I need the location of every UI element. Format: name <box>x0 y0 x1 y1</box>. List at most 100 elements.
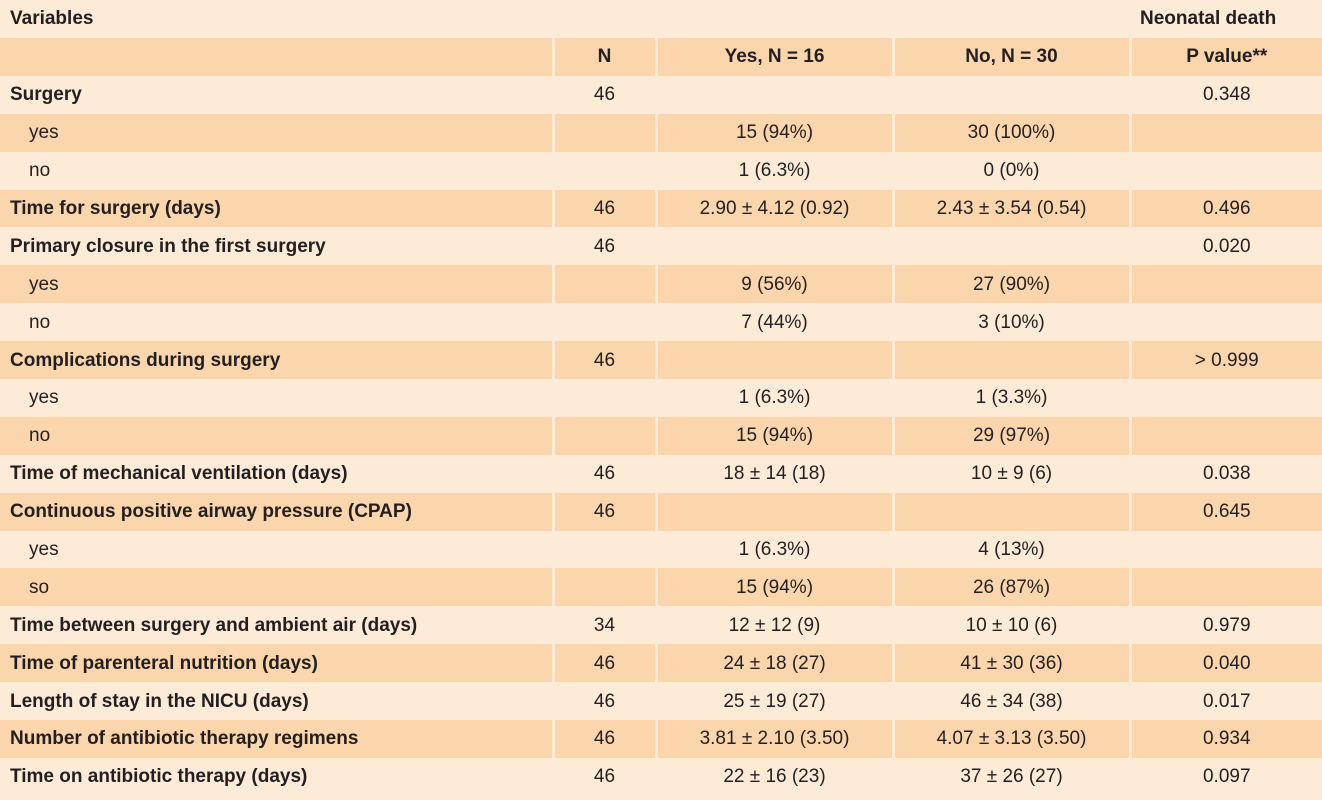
row-label: so <box>0 568 553 607</box>
row-yes: 12 ± 12 (9) <box>654 606 893 645</box>
table-row: Time of mechanical ventilation (days) 46 1… <box>0 454 1322 493</box>
row-no <box>891 227 1130 266</box>
row-n <box>551 113 656 152</box>
header-p-value: P value** <box>1128 38 1322 76</box>
row-no: 4.07 ± 3.13 (3.50) <box>891 720 1130 758</box>
table-row: no 7 (44%) 3 (10%) <box>0 303 1322 342</box>
row-n: 46 <box>551 227 656 266</box>
row-p-value <box>1128 379 1322 417</box>
row-no: 30 (100%) <box>891 113 1130 152</box>
row-n: 46 <box>551 682 656 721</box>
row-n <box>551 379 656 417</box>
row-yes: 7 (44%) <box>654 303 893 342</box>
row-n: 46 <box>551 644 656 683</box>
table-row: Time of parenteral nutrition (days) 46 24 … <box>0 644 1322 683</box>
row-n: 46 <box>551 454 656 493</box>
row-label: Time for surgery (days) <box>0 189 553 228</box>
table-row: Time between surgery and ambient air (da… <box>0 606 1322 645</box>
row-yes: 22 ± 16 (23) <box>654 757 893 796</box>
row-no: 0 (0%) <box>891 151 1130 190</box>
row-p-value: 0.020 <box>1128 227 1322 266</box>
row-no: 46 ± 34 (38) <box>891 682 1130 721</box>
row-yes <box>654 75 893 114</box>
neonatal-death-heading: Neonatal death <box>1140 8 1277 29</box>
row-yes: 1 (6.3%) <box>654 379 893 417</box>
row-n: 34 <box>551 606 656 645</box>
table-row: Number of antibiotic therapy regimens 46 3… <box>0 720 1322 758</box>
row-no: 10 ± 9 (6) <box>891 454 1130 493</box>
row-label: Primary closure in the first surgery <box>0 227 553 266</box>
row-no: 3 (10%) <box>891 303 1130 342</box>
row-yes: 15 (94%) <box>654 416 893 455</box>
table-row: Time on antibiotic therapy (days) 46 22 ± … <box>0 757 1322 796</box>
table-row: so 15 (94%) 26 (87%) <box>0 568 1322 607</box>
row-no: 2.43 ± 3.54 (0.54) <box>891 189 1130 228</box>
row-no: 27 (90%) <box>891 265 1130 304</box>
row-label: yes <box>0 265 553 304</box>
row-p-value <box>1128 303 1322 342</box>
row-n: 46 <box>551 757 656 796</box>
row-n <box>551 151 656 190</box>
row-p-value: 0.496 <box>1128 189 1322 228</box>
row-n <box>551 265 656 304</box>
row-yes: 18 ± 14 (18) <box>654 454 893 493</box>
row-yes: 2.90 ± 4.12 (0.92) <box>654 189 893 228</box>
row-n: 46 <box>551 492 656 531</box>
row-label: no <box>0 151 553 190</box>
table-row: Continuous positive airway pressure (CPA… <box>0 492 1322 531</box>
header-yes: Yes, N = 16 <box>654 38 893 76</box>
row-no: 1 (3.3%) <box>891 379 1130 417</box>
row-p-value <box>1128 113 1322 152</box>
row-label: Length of stay in the NICU (days) <box>0 682 553 721</box>
table-title-row: Variables Neonatal death <box>0 0 1322 38</box>
header-no: No, N = 30 <box>891 38 1130 76</box>
row-label: no <box>0 303 553 342</box>
row-yes: 24 ± 18 (27) <box>654 644 893 683</box>
row-label: Time on antibiotic therapy (days) <box>0 757 553 796</box>
row-n: 46 <box>551 341 656 380</box>
row-yes: 1 (6.3%) <box>654 530 893 569</box>
table-row: Time for surgery (days) 46 2.90 ± 4.12 (0.… <box>0 189 1322 228</box>
row-yes: 15 (94%) <box>654 568 893 607</box>
row-label: Time between surgery and ambient air (da… <box>0 606 553 645</box>
table-row: yes 15 (94%) 30 (100%) <box>0 113 1322 152</box>
row-n: 46 <box>551 189 656 228</box>
row-no: 37 ± 26 (27) <box>891 757 1130 796</box>
results-table: N Yes, N = 16 No, N = 30 P value** Surge… <box>0 38 1322 796</box>
row-no: 26 (87%) <box>891 568 1130 607</box>
row-no: 10 ± 10 (6) <box>891 606 1130 645</box>
row-n <box>551 568 656 607</box>
row-yes: 1 (6.3%) <box>654 151 893 190</box>
row-p-value: 0.979 <box>1128 606 1322 645</box>
row-label: yes <box>0 530 553 569</box>
row-n <box>551 530 656 569</box>
row-n <box>551 303 656 342</box>
row-no <box>891 341 1130 380</box>
row-p-value: 0.348 <box>1128 75 1322 114</box>
row-p-value: 0.040 <box>1128 644 1322 683</box>
header-n: N <box>551 38 656 76</box>
row-p-value: > 0.999 <box>1128 341 1322 380</box>
row-n: 46 <box>551 720 656 758</box>
table-row: yes 1 (6.3%) 1 (3.3%) <box>0 379 1322 417</box>
row-label: Time of mechanical ventilation (days) <box>0 454 553 493</box>
row-p-value <box>1128 151 1322 190</box>
row-label: Number of antibiotic therapy regimens <box>0 720 553 758</box>
table-row: no 15 (94%) 29 (97%) <box>0 416 1322 455</box>
row-yes: 15 (94%) <box>654 113 893 152</box>
row-label: Surgery <box>0 75 553 114</box>
table-row: no 1 (6.3%) 0 (0%) <box>0 151 1322 190</box>
row-p-value: 0.097 <box>1128 757 1322 796</box>
row-p-value: 0.645 <box>1128 492 1322 531</box>
row-p-value <box>1128 530 1322 569</box>
row-p-value <box>1128 568 1322 607</box>
row-p-value: 0.038 <box>1128 454 1322 493</box>
header-variable <box>0 38 553 76</box>
row-n: 46 <box>551 75 656 114</box>
row-no: 41 ± 30 (36) <box>891 644 1130 683</box>
row-p-value <box>1128 416 1322 455</box>
row-yes: 25 ± 19 (27) <box>654 682 893 721</box>
row-yes: 9 (56%) <box>654 265 893 304</box>
variables-heading: Variables <box>10 8 94 29</box>
